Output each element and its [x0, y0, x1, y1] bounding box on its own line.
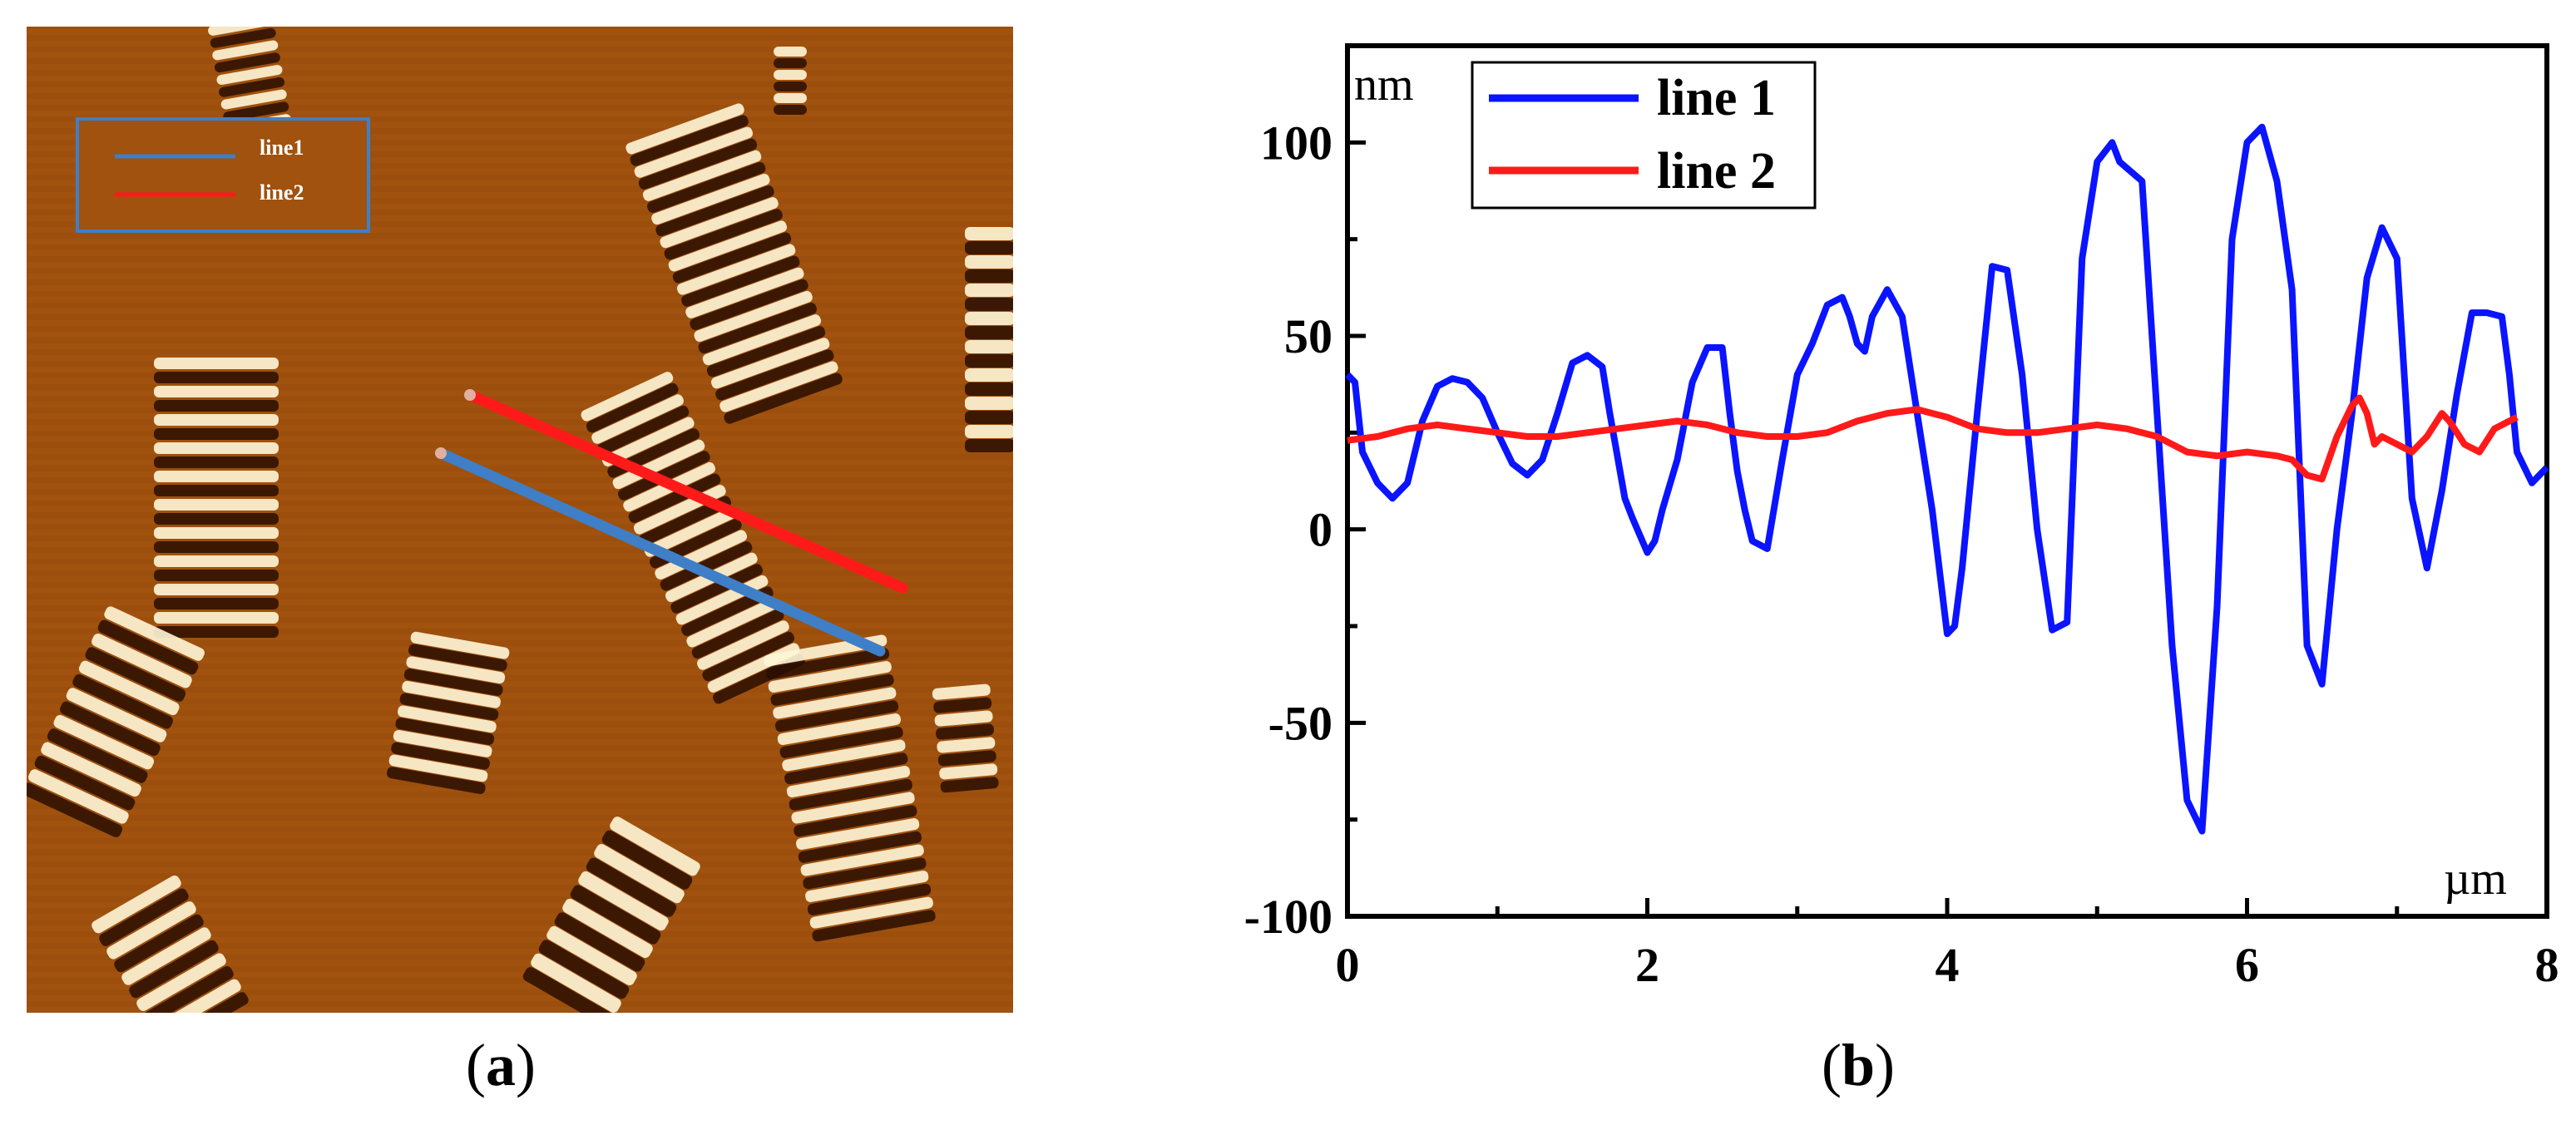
- caption-b: (b): [1822, 1032, 1896, 1098]
- x-tick-label: 6: [2235, 938, 2259, 992]
- profile-line-1: [435, 447, 886, 657]
- profile-chart: 0 2 4 6 8 -100 -50 0 50 100 nm µm line 1 line 2: [1244, 43, 2559, 992]
- afm-legend: line1 line2: [76, 117, 370, 233]
- y-axis-unit: nm: [1354, 59, 1414, 111]
- y-tick-label: -50: [1268, 696, 1332, 750]
- y-tick-label: 50: [1284, 309, 1332, 363]
- x-tick-label: 4: [1936, 938, 1960, 992]
- x-tick-label: 0: [1336, 938, 1360, 992]
- panel-b: 0 2 4 6 8 -100 -50 0 50 100 nm µm line 1 line 2 (…: [1164, 0, 2576, 1121]
- profile-line-2: [464, 389, 908, 594]
- x-tick-label: 2: [1635, 938, 1659, 992]
- legend-line2-label: line2: [260, 180, 304, 205]
- series-line-2: [1347, 394, 2519, 483]
- y-tick-label: -100: [1244, 890, 1332, 944]
- x-axis-unit: µm: [2444, 853, 2507, 905]
- afm-domain-stripes: [27, 27, 1013, 1013]
- line2-start-marker: [464, 389, 476, 401]
- panel-a: line1 line2 (a): [0, 0, 1081, 1121]
- afm-image-figure: line1 line2: [27, 27, 1013, 1013]
- legend-series2-label: line 2: [1657, 143, 1776, 200]
- y-tick-label: 0: [1308, 503, 1332, 557]
- line1-start-marker: [435, 447, 447, 459]
- legend-line1-label: line1: [260, 136, 304, 160]
- y-tick-label: 100: [1260, 116, 1332, 170]
- caption-a: (a): [466, 1032, 536, 1098]
- series-line-1: [1345, 123, 2549, 835]
- legend-series1-label: line 1: [1657, 70, 1776, 126]
- x-tick-label: 8: [2535, 938, 2559, 992]
- chart-legend: line 1 line 2: [1471, 61, 1817, 210]
